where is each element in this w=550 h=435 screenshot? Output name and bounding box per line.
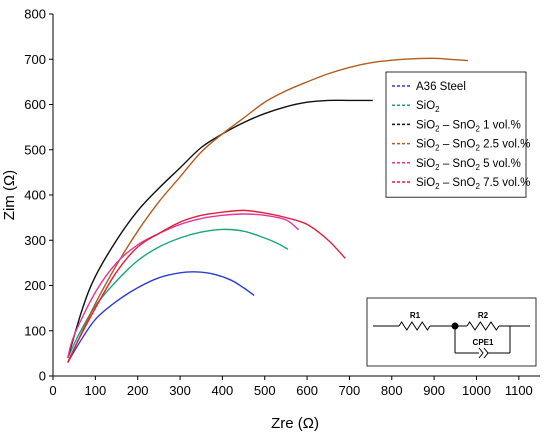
legend-text-part: – SnO: [440, 139, 476, 151]
y-tick-label: 300: [24, 233, 46, 248]
series-line-6: [67, 209, 346, 363]
x-tick-label: 500: [254, 383, 276, 398]
y-tick-labels: 0 100 200 300 400 500 600 700 800: [24, 7, 53, 384]
y-tick-label: 400: [24, 188, 46, 203]
y-tick-label: 800: [24, 7, 46, 22]
x-tick-labels: 0 100 200 300 400 500 600 700 800 900 1000 1100: [49, 376, 533, 398]
legend-subscript: 2: [475, 182, 480, 191]
y-tick-label: 600: [24, 97, 46, 112]
equivalent-circuit-inset: R1 R2 CPE1: [366, 297, 537, 367]
cpe-symbol: [478, 347, 484, 359]
x-axis-title: Zre (Ω): [271, 415, 319, 432]
x-tick-label: 1000: [462, 383, 491, 398]
x-tick-label: 1100: [505, 383, 533, 398]
y-axis-title: Zim (Ω): [1, 170, 18, 220]
y-tick-label: 700: [24, 52, 46, 67]
legend-text-part: SiO: [416, 158, 435, 170]
legend-label: SiO2 – SnO2 2.5 vol.%: [416, 139, 530, 153]
x-tick-label: 100: [84, 383, 106, 398]
x-tick-label: 800: [381, 383, 403, 398]
x-tick-label: 900: [423, 383, 445, 398]
x-tick-label: 600: [296, 383, 318, 398]
x-tick-label: 300: [169, 383, 191, 398]
resistor-r2: [466, 321, 500, 331]
legend-text-part: SiO: [416, 139, 435, 151]
legend-box: [385, 71, 527, 198]
x-tick-label: 0: [49, 383, 56, 398]
legend-text-part: A36 Steel: [416, 81, 466, 93]
legend-label: SiO2 – SnO2 5 vol.%: [416, 158, 521, 172]
series-group: [67, 57, 469, 363]
legend-text-part: SiO: [416, 177, 435, 189]
resistor-r1: [398, 321, 431, 331]
series-line-1: [67, 271, 255, 363]
legend-subscript: 2: [475, 124, 480, 133]
y-tick-label: 200: [24, 278, 46, 293]
legend-text-part: 2.5 vol.%: [480, 139, 531, 151]
x-tick-label: 200: [127, 383, 149, 398]
legend-subscript: 2: [435, 105, 440, 114]
legend-text-part: 1 vol.%: [480, 119, 521, 131]
cpe1-label: CPE1: [473, 338, 494, 347]
legend-subscript: 2: [435, 144, 440, 153]
r2-label: R2: [478, 311, 489, 320]
legend-text-part: – SnO: [440, 177, 476, 189]
series-line-2: [67, 228, 289, 359]
legend-text-part: 7.5 vol.%: [480, 177, 531, 189]
legend-text-part: – SnO: [440, 119, 476, 131]
y-tick-label: 100: [24, 323, 46, 338]
series-line-3: [67, 99, 373, 359]
y-tick-label: 0: [39, 369, 46, 384]
r1-label: R1: [410, 311, 421, 320]
x-tick-label: 700: [339, 383, 361, 398]
legend-subscript: 2: [435, 124, 440, 133]
y-tick-label: 500: [24, 142, 46, 157]
legend-subscript: 2: [435, 182, 440, 191]
circuit-box: [366, 297, 537, 367]
x-tick-label: 400: [212, 383, 234, 398]
series-line-5: [67, 213, 300, 359]
legend-text-part: – SnO: [440, 158, 476, 170]
legend-text-part: SiO: [416, 119, 435, 131]
legend-subscript: 2: [435, 163, 440, 172]
legend-label: SiO2: [416, 100, 440, 114]
legend-subscript: 2: [475, 144, 480, 153]
legend-label: SiO2 – SnO2 1 vol.%: [416, 119, 521, 133]
legend-label: A36 Steel: [416, 81, 466, 93]
series-line-4: [67, 57, 469, 363]
legend-label: SiO2 – SnO2 7.5 vol.%: [416, 177, 530, 191]
legend-text-part: SiO: [416, 100, 435, 112]
legend-subscript: 2: [475, 163, 480, 172]
legend-text-part: 5 vol.%: [480, 158, 521, 170]
